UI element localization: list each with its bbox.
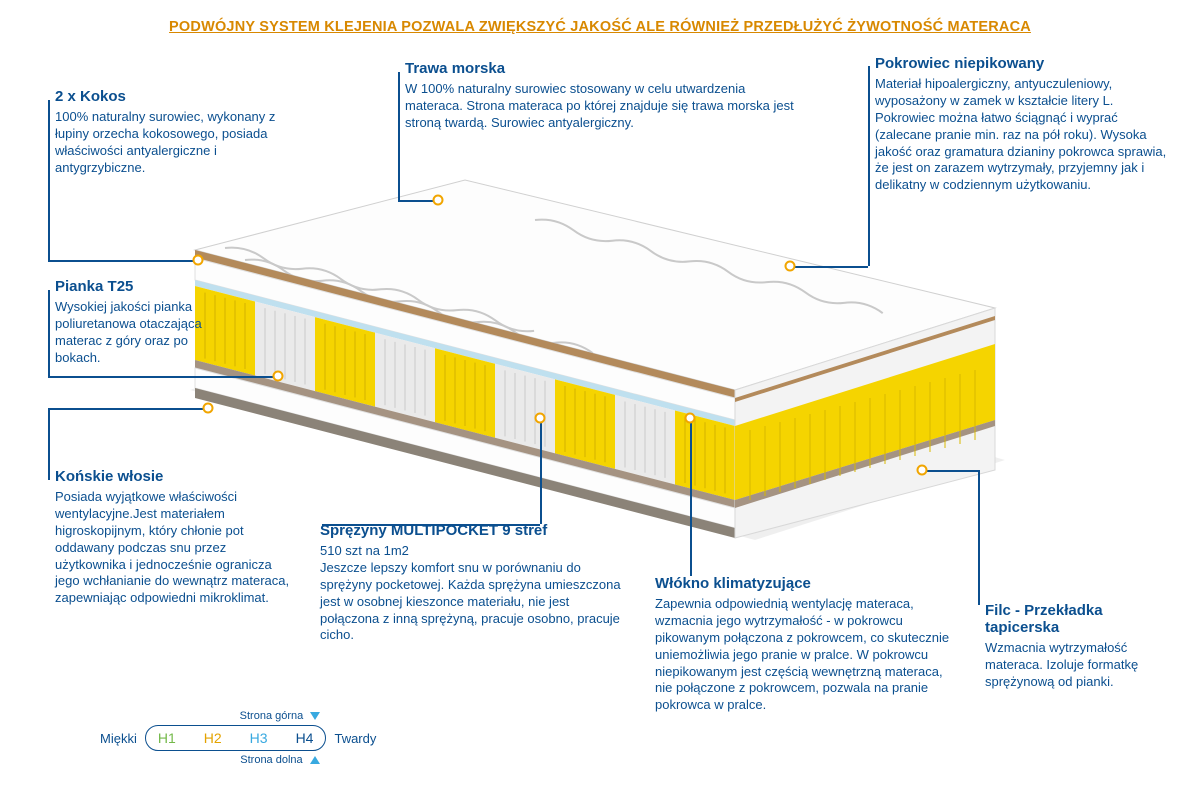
callout-pokrowiec: Pokrowiec niepikowany Materiał hipoalerg… <box>875 55 1175 194</box>
callout-title: Filc - Przekładka tapicerska <box>985 602 1180 636</box>
legend-level: H1 <box>158 730 176 746</box>
leader <box>922 470 978 472</box>
dot-icon <box>203 403 214 414</box>
legend-box: H1 H2 H3 H4 <box>145 725 327 751</box>
legend-row: Miękki H1 H2 H3 H4 Twardy <box>100 725 460 751</box>
callout-sprezyny: Sprężyny MULTIPOCKET 9 stref 510 szt na … <box>320 522 630 644</box>
leader <box>398 72 400 200</box>
leader <box>322 524 540 526</box>
leader <box>48 408 208 410</box>
dot-icon <box>433 195 444 206</box>
callout-trawa: Trawa morska W 100% naturalny surowiec s… <box>405 60 805 132</box>
leader <box>978 470 980 605</box>
callout-pianka: Pianka T25 Wysokiej jakości pianka poliu… <box>55 278 220 367</box>
callout-title: Włókno klimatyzujące <box>655 575 955 592</box>
dot-icon <box>917 465 928 476</box>
callout-body: Zapewnia odpowiednią wentylację materaca… <box>655 596 955 714</box>
legend-level: H4 <box>296 730 314 746</box>
leader <box>540 418 542 524</box>
header-text: PODWÓJNY SYSTEM KLEJENIA POZWALA ZWIĘKSZ… <box>169 19 1031 35</box>
legend-level: H3 <box>250 730 268 746</box>
callout-title: 2 x Kokos <box>55 88 305 105</box>
mattress-illustration <box>175 170 1005 550</box>
legend-soft: Miękki <box>100 731 137 746</box>
dot-icon <box>785 261 796 272</box>
arrow-up-icon <box>310 756 320 764</box>
callout-body: Posiada wyjątkowe właściwości wentylacyj… <box>55 489 295 607</box>
legend-bottom-text: Strona dolna <box>240 754 302 766</box>
leader <box>48 260 198 262</box>
callout-wlosie: Końskie włosie Posiada wyjątkowe właściw… <box>55 468 295 607</box>
callout-title: Końskie włosie <box>55 468 295 485</box>
callout-title: Pokrowiec niepikowany <box>875 55 1175 72</box>
page-header: PODWÓJNY SYSTEM KLEJENIA POZWALA ZWIĘKSZ… <box>0 0 1200 42</box>
callout-body: Wysokiej jakości pianka poliuretanowa ot… <box>55 299 220 367</box>
legend-top-text: Strona górna <box>240 710 304 722</box>
callout-body: Wzmacnia wytrzymałość materaca. Izoluje … <box>985 640 1180 691</box>
mattress-svg <box>175 170 1005 550</box>
leader <box>48 290 50 376</box>
callout-filc: Filc - Przekładka tapicerska Wzmacnia wy… <box>985 602 1180 691</box>
firmness-legend: Strona górna Miękki H1 H2 H3 H4 Twardy Stro… <box>100 710 460 766</box>
callout-body: 100% naturalny surowiec, wykonany z łupi… <box>55 109 305 177</box>
callout-body: Materiał hipoalergiczny, antyuczuleniowy… <box>875 76 1175 194</box>
legend-level: H2 <box>204 730 222 746</box>
callout-body: W 100% naturalny surowiec stosowany w ce… <box>405 81 805 132</box>
callout-wlokno: Włókno klimatyzujące Zapewnia odpowiedni… <box>655 575 955 714</box>
callout-title: Trawa morska <box>405 60 805 77</box>
leader <box>48 408 50 480</box>
dot-icon <box>685 413 696 424</box>
leader <box>690 418 692 576</box>
dot-icon <box>273 371 284 382</box>
callout-kokos: 2 x Kokos 100% naturalny surowiec, wykon… <box>55 88 305 177</box>
legend-bottom-label: Strona dolna <box>100 754 460 766</box>
leader <box>790 266 868 268</box>
leader <box>868 66 870 266</box>
leader <box>48 376 278 378</box>
dot-icon <box>193 255 204 266</box>
leader <box>48 100 50 260</box>
arrow-down-icon <box>310 712 320 720</box>
dot-icon <box>535 413 546 424</box>
legend-top-label: Strona górna <box>100 710 460 722</box>
callout-body: 510 szt na 1m2 Jeszcze lepszy komfort sn… <box>320 543 630 644</box>
legend-hard: Twardy <box>334 731 376 746</box>
callout-title: Pianka T25 <box>55 278 220 295</box>
